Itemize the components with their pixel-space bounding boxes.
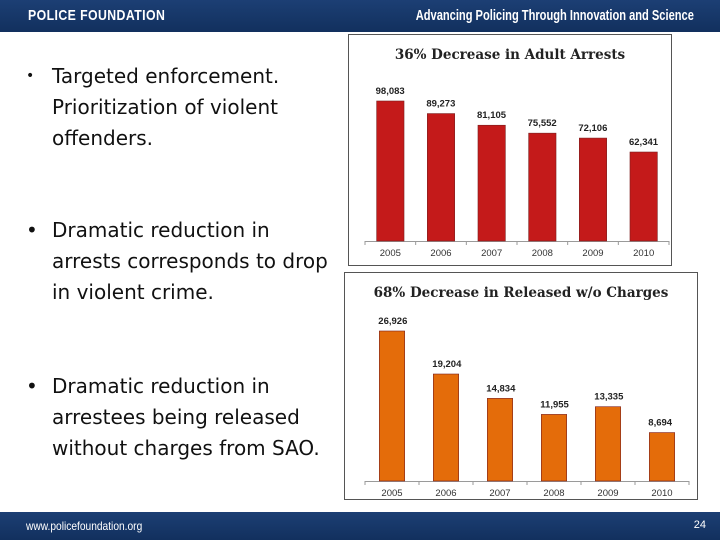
- bar: [477, 124, 506, 242]
- data-label: 19,204: [432, 359, 462, 370]
- data-label: 75,552: [528, 118, 557, 129]
- tick-label: 2008: [532, 248, 553, 259]
- tick-label: 2008: [543, 488, 564, 499]
- adult-arrests-chart: 36% Decrease in Adult Arrests 98,083 2005…: [348, 34, 672, 266]
- tick-label: 2009: [582, 248, 603, 259]
- brand-logo: POLICE FOUNDATION: [28, 7, 166, 24]
- released-without-charges-chart: 68% Decrease in Released w/o Charges 26,…: [344, 272, 698, 500]
- data-label: 72,106: [578, 123, 607, 134]
- tick-label: 2009: [597, 488, 618, 499]
- data-label: 98,083: [376, 86, 405, 97]
- tick-label: 2005: [381, 488, 402, 499]
- bar: [487, 398, 513, 482]
- bar: [595, 406, 621, 482]
- data-label: 62,341: [629, 137, 659, 148]
- data-label: 13,335: [594, 392, 624, 403]
- header-tagline: Advancing Policing Through Innovation an…: [415, 7, 694, 24]
- chart-plot: 26,926 2005 19,204 2006 14,834 2007 11,955 2008…: [364, 316, 690, 499]
- bar: [379, 330, 405, 482]
- bullet-text: Targeted enforcement. Prioritization of …: [52, 64, 280, 150]
- bar: [376, 100, 405, 242]
- tick-label: 2005: [380, 248, 401, 259]
- chart-title: 68% Decrease in Released w/o Charges: [373, 285, 669, 301]
- tick-label: 2006: [430, 248, 451, 259]
- footer-banner: www.policefoundation.org 24: [0, 512, 720, 540]
- bar: [649, 432, 675, 482]
- bar: [629, 151, 658, 242]
- bar: [579, 137, 607, 242]
- data-label: 81,105: [477, 110, 507, 121]
- data-label: 89,273: [426, 99, 455, 110]
- bar: [433, 373, 459, 482]
- chart-title: 36% Decrease in Adult Arrests: [394, 47, 626, 63]
- tick-label: 2010: [633, 248, 654, 259]
- footer-url: www.policefoundation.org: [26, 519, 143, 533]
- bullet-text: Dramatic reduction in arrestees being re…: [52, 374, 320, 460]
- data-label: 11,955: [540, 399, 569, 410]
- bullet-marker: •: [26, 218, 38, 242]
- data-label: 26,926: [378, 316, 407, 327]
- chart-plot: 98,083 2005 89,273 2006 81,105 2007 75,552 2008…: [364, 86, 670, 259]
- bullet-marker: •: [26, 68, 35, 84]
- tick-label: 2007: [489, 488, 510, 499]
- bullet-text: Dramatic reduction in arrests correspond…: [52, 218, 328, 304]
- bar: [528, 132, 557, 242]
- tick-label: 2006: [435, 488, 456, 499]
- data-label: 14,834: [486, 383, 516, 394]
- header-banner: POLICE FOUNDATION Advancing Policing Thr…: [0, 0, 720, 32]
- bar: [541, 414, 567, 482]
- tick-label: 2007: [481, 248, 502, 259]
- bar: [427, 113, 455, 242]
- tick-label: 2010: [651, 488, 672, 499]
- data-label: 8,694: [648, 418, 672, 429]
- page-number: 24: [693, 519, 706, 531]
- bullet-marker: •: [26, 374, 38, 398]
